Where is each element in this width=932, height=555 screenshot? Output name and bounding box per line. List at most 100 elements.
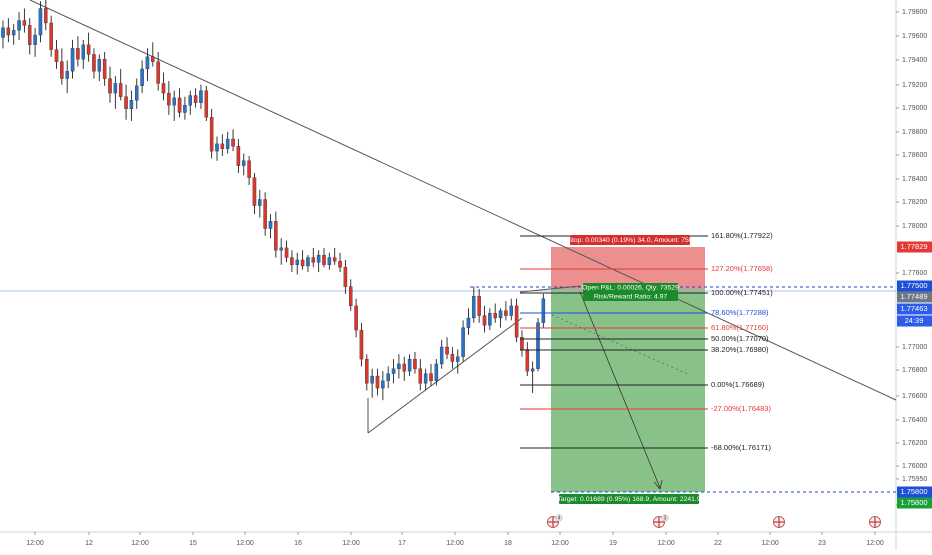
candle-body bbox=[316, 254, 321, 263]
candle-body bbox=[477, 296, 481, 316]
y-tick-label: 1.76400 bbox=[902, 417, 927, 424]
candle-body bbox=[365, 358, 369, 384]
price-badge bbox=[897, 486, 932, 498]
candle-body bbox=[258, 199, 262, 206]
candle-body bbox=[11, 30, 16, 36]
candle-body bbox=[439, 346, 444, 365]
fib-level-label: 38.20%(1.76980) bbox=[711, 345, 769, 354]
y-tick-label: 1.79200 bbox=[902, 82, 927, 89]
target-label: Target: 0.01689 (0.95%) 168.9, Amount: 2… bbox=[557, 494, 701, 504]
fib-level-label: 0.00%(1.76689) bbox=[711, 380, 765, 389]
candle-body bbox=[514, 305, 519, 338]
candle-body bbox=[343, 267, 348, 287]
price-badge bbox=[897, 241, 932, 253]
candle-body bbox=[488, 313, 492, 326]
candle-body bbox=[156, 61, 160, 84]
y-tick-label: 1.75950 bbox=[902, 476, 927, 483]
candle-body bbox=[118, 83, 123, 97]
stop-loss-zone[interactable] bbox=[551, 247, 705, 289]
candle-body bbox=[241, 160, 246, 166]
price-badge-label: 1.75800 bbox=[900, 487, 927, 496]
candle-body bbox=[386, 373, 390, 382]
candle-body bbox=[375, 375, 380, 389]
candle-body bbox=[1, 27, 5, 38]
candle-body bbox=[134, 85, 139, 101]
price-badge bbox=[897, 315, 932, 327]
candle-body bbox=[418, 368, 423, 384]
x-tick-label: 12:00 bbox=[761, 540, 779, 547]
x-tick-label: 22 bbox=[714, 540, 722, 547]
x-tick-label: 23 bbox=[818, 540, 826, 547]
price-badge bbox=[897, 291, 932, 303]
y-tick-label: 1.79600 bbox=[902, 33, 927, 40]
candle-body bbox=[97, 59, 102, 72]
price-badge-label: 24:39 bbox=[905, 316, 924, 325]
x-tick-label: 12:00 bbox=[236, 540, 254, 547]
candle-body bbox=[274, 221, 278, 251]
candle-body bbox=[204, 90, 209, 118]
candle-body bbox=[188, 95, 192, 106]
candle-body bbox=[33, 34, 37, 45]
pnl-label: Open P&L: 0.00026, Qty: 73529 Risk/Reward… bbox=[582, 283, 679, 301]
candle-body bbox=[231, 138, 235, 147]
candle-body bbox=[183, 105, 187, 113]
stop-label-text: Stop: 0.00340 (0.19%) 34.0, Amount: 750 bbox=[567, 237, 692, 244]
event-count-label: 4 bbox=[558, 515, 561, 521]
pnl-label-bg bbox=[583, 283, 678, 301]
candle-body bbox=[54, 49, 59, 62]
candle-body bbox=[445, 346, 449, 355]
x-tick-label: 12:00 bbox=[131, 540, 149, 547]
price-badge bbox=[897, 303, 932, 315]
stop-label: Stop: 0.00340 (0.19%) 34.0, Amount: 750 bbox=[567, 235, 693, 245]
pnl-label-text: Open P&L: 0.00026, Qty: 73529 bbox=[582, 284, 679, 291]
ascending-trendline[interactable] bbox=[367, 317, 523, 434]
candle-body bbox=[49, 22, 53, 50]
candle-body bbox=[236, 146, 241, 166]
candle-body bbox=[252, 177, 257, 206]
event-count-badge bbox=[661, 514, 669, 522]
candle-body bbox=[327, 257, 332, 265]
candle-body bbox=[177, 97, 182, 113]
x-tick-label: 12:00 bbox=[26, 540, 44, 547]
candle-body bbox=[348, 286, 353, 307]
candle-body bbox=[86, 44, 91, 55]
candle-body bbox=[306, 257, 310, 267]
event-count-label: 3 bbox=[664, 515, 667, 521]
y-tick-label: 1.78400 bbox=[902, 176, 927, 183]
x-tick-label: 15 bbox=[189, 540, 197, 547]
candle-body bbox=[268, 221, 273, 229]
candle-body bbox=[102, 59, 107, 79]
candle-body bbox=[6, 27, 11, 36]
take-profit-zone[interactable] bbox=[551, 289, 705, 492]
y-tick-label: 1.78600 bbox=[902, 152, 927, 159]
target-label-text: Target: 0.01689 (0.95%) 168.9, Amount: 2… bbox=[557, 496, 700, 503]
fib-level-label: -68.00%(1.76171) bbox=[711, 443, 772, 452]
fib-level-label: 127.20%(1.77658) bbox=[711, 264, 773, 273]
price-badge-label: 1.77489 bbox=[900, 292, 927, 301]
y-tick-label: 1.76000 bbox=[902, 463, 927, 470]
candle-body bbox=[108, 78, 112, 94]
descending-trendline[interactable] bbox=[29, 0, 897, 401]
candle-body bbox=[209, 117, 214, 152]
dotted-projection bbox=[551, 314, 691, 376]
target-label-bg bbox=[559, 494, 699, 504]
candle-body bbox=[145, 56, 150, 70]
x-tick-label: 12:00 bbox=[657, 540, 675, 547]
short-connector bbox=[519, 285, 581, 293]
candle-body bbox=[338, 261, 342, 268]
x-tick-label: 17 bbox=[398, 540, 406, 547]
candle-body bbox=[525, 349, 530, 372]
fib-level-label: -27.00%(1.76483) bbox=[711, 404, 772, 413]
candle-body bbox=[17, 20, 21, 31]
candle-body bbox=[429, 373, 433, 382]
x-tick-label: 12:00 bbox=[446, 540, 464, 547]
fib-level-label: 78.60%(1.77288) bbox=[711, 308, 769, 317]
candle-body bbox=[332, 257, 337, 262]
x-tick-label: 18 bbox=[504, 540, 512, 547]
candle-body bbox=[450, 354, 455, 362]
candle-body bbox=[541, 298, 546, 323]
x-tick-label: 12:00 bbox=[342, 540, 360, 547]
candle-body bbox=[70, 48, 75, 72]
